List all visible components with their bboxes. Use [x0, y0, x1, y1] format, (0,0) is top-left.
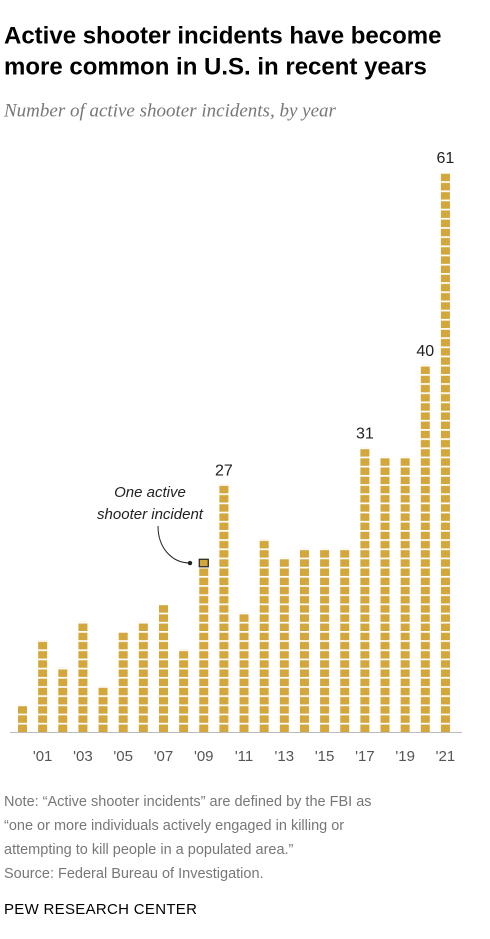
bar [440, 172, 450, 732]
annotation-dot [187, 560, 193, 566]
bar [259, 539, 269, 732]
bar [118, 631, 128, 732]
x-tick-label: '03 [73, 748, 93, 765]
footer: PEW RESEARCH CENTER [4, 901, 197, 918]
bar [18, 704, 27, 732]
chart-subtitle: Number of active shooter incidents, by y… [3, 100, 337, 121]
bar [420, 364, 430, 732]
bar [58, 667, 68, 732]
chart-title: Active shooter incidents have become [4, 22, 441, 49]
x-tick-label: '21 [436, 748, 456, 765]
value-label: 27 [215, 462, 233, 479]
annotation: shooter incident [97, 506, 204, 523]
value-label: 31 [356, 426, 374, 443]
chart-title: more common in U.S. in recent years [4, 53, 427, 80]
x-tick-label: '15 [315, 748, 335, 765]
bar [299, 548, 309, 732]
x-tick-label: '19 [395, 748, 415, 765]
bar [98, 686, 108, 732]
bar [239, 612, 249, 732]
bar [179, 649, 189, 732]
bar [38, 640, 48, 732]
highlight-square [198, 558, 209, 568]
bar [340, 548, 350, 732]
bar [138, 621, 148, 732]
x-tick-label: '07 [154, 748, 174, 765]
bar [219, 484, 229, 732]
x-tick-label: '05 [113, 748, 133, 765]
value-label: 40 [416, 343, 434, 360]
bar [199, 557, 209, 732]
bar [78, 621, 88, 732]
note: attempting to kill people in a populated… [4, 842, 294, 858]
x-tick-label: '11 [235, 748, 253, 765]
annotation: One active [114, 484, 186, 501]
bar [279, 557, 289, 732]
value-label: 61 [437, 150, 455, 167]
annotation-line [157, 525, 191, 564]
bar [360, 447, 370, 732]
bar [380, 456, 390, 732]
x-tick-label: '17 [355, 748, 375, 765]
x-tick-label: '09 [194, 748, 214, 765]
bar [400, 456, 410, 732]
source: Source: Federal Bureau of Investigation. [4, 866, 264, 882]
note: “one or more individuals actively engage… [4, 818, 344, 834]
x-tick-label: '13 [275, 748, 295, 765]
note: Note: “Active shooter incidents” are def… [4, 794, 372, 810]
bar [320, 548, 330, 732]
bar [158, 603, 168, 732]
x-tick-label: '01 [33, 748, 53, 765]
